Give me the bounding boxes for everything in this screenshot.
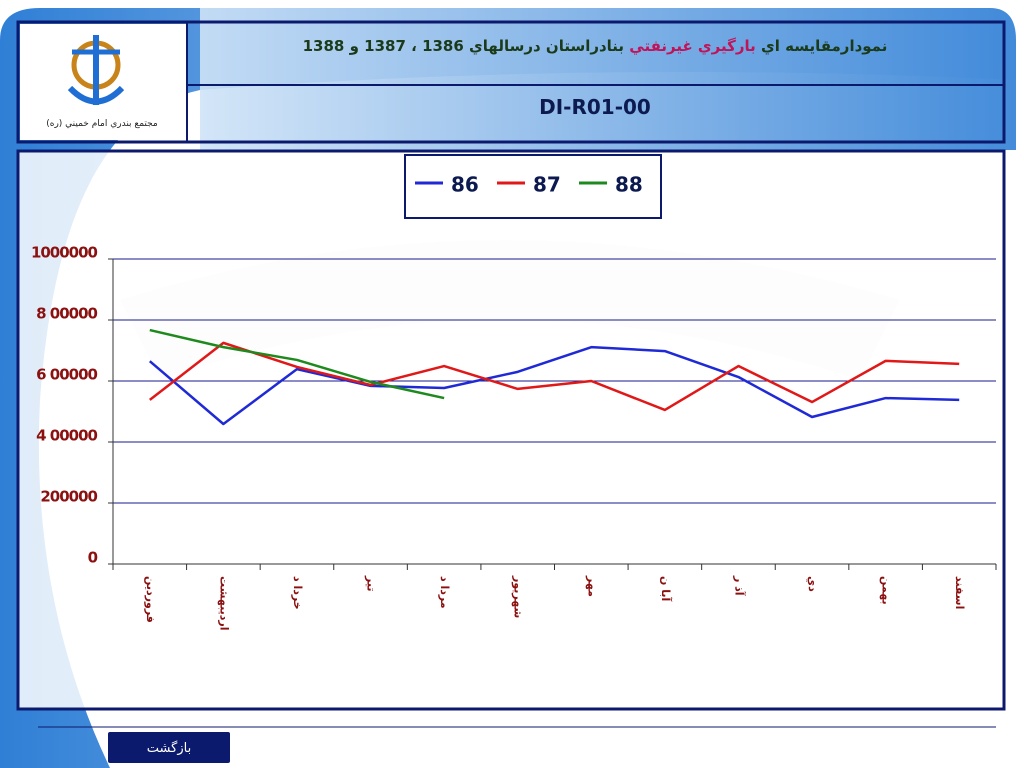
line-series <box>149 341 960 412</box>
legend-label: 88 <box>615 173 643 197</box>
title-part: بنادراستان درسالهاي 1386 ، 1387 و 1388 <box>303 37 630 56</box>
title-part: نمودارمقايسه اي <box>756 37 888 56</box>
x-tick-label: آبا ن <box>659 576 673 601</box>
y-tick-label: 1000000 <box>31 244 98 262</box>
x-tick-label: فروردين <box>144 576 157 623</box>
x-tick-label: خردا د <box>291 576 304 610</box>
x-tick-label: شهريور <box>512 575 525 618</box>
x-tick-label: اسفند <box>953 576 966 609</box>
legend-label: 86 <box>451 173 479 197</box>
back-button-label[interactable]: بازگشت <box>147 740 191 756</box>
line-series <box>149 328 445 400</box>
x-tick-label: بهمن <box>880 576 893 605</box>
x-tick-label: مهر <box>585 575 598 597</box>
x-tick-label: مردا د <box>438 576 451 609</box>
legend-label: 87 <box>533 173 561 197</box>
back-button[interactable] <box>108 732 230 763</box>
title-part: بارگيري غيرنفتي <box>629 37 755 56</box>
line-series <box>148 345 960 426</box>
x-tick-label: آذ ر <box>732 575 746 596</box>
org-name: مجتمع بندري امام خميني (ره) <box>46 119 158 129</box>
y-tick-label: 4 00000 <box>36 427 97 445</box>
y-tick-label: 8 00000 <box>36 305 97 323</box>
x-tick-label: تير <box>365 575 378 591</box>
y-tick-label: 200000 <box>40 488 97 506</box>
y-tick-label: 6 00000 <box>36 366 97 384</box>
x-tick-label: ارديبهشت <box>217 576 230 630</box>
doc-code: DI-R01-00 <box>539 95 651 119</box>
title: نمودارمقايسه اي بارگيري غيرنفتي بنادراست… <box>303 37 888 56</box>
background-top <box>200 8 1016 150</box>
header-box <box>16 20 1006 144</box>
x-tick-label: دي <box>806 576 819 592</box>
chart-box <box>16 149 1006 711</box>
logo <box>67 35 125 105</box>
y-tick-label: 0 <box>88 549 98 567</box>
legend-box <box>404 154 662 219</box>
